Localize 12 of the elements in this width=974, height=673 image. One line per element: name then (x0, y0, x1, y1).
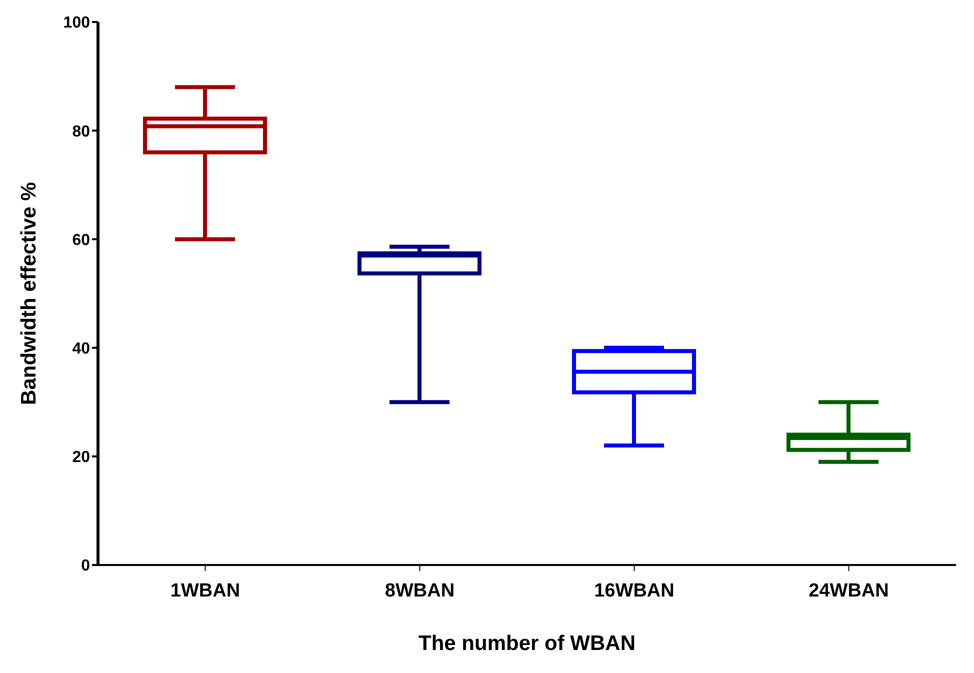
y-axis-title: Bandwidth effective % (17, 182, 40, 405)
y-tick-label: 80 (72, 123, 90, 140)
y-tick-label: 0 (81, 558, 90, 575)
x-tick-label: 8WBAN (384, 580, 455, 602)
x-tick-label: 1WBAN (170, 580, 240, 602)
y-tick-label: 20 (72, 449, 90, 466)
y-tick-label: 60 (72, 232, 90, 249)
x-axis-title: The number of WBAN (418, 632, 636, 655)
x-tick-label: 24WBAN (808, 580, 889, 602)
y-tick-label: 100 (63, 14, 90, 32)
x-tick-label: 16WBAN (594, 580, 674, 602)
y-tick-label: 40 (72, 340, 90, 358)
